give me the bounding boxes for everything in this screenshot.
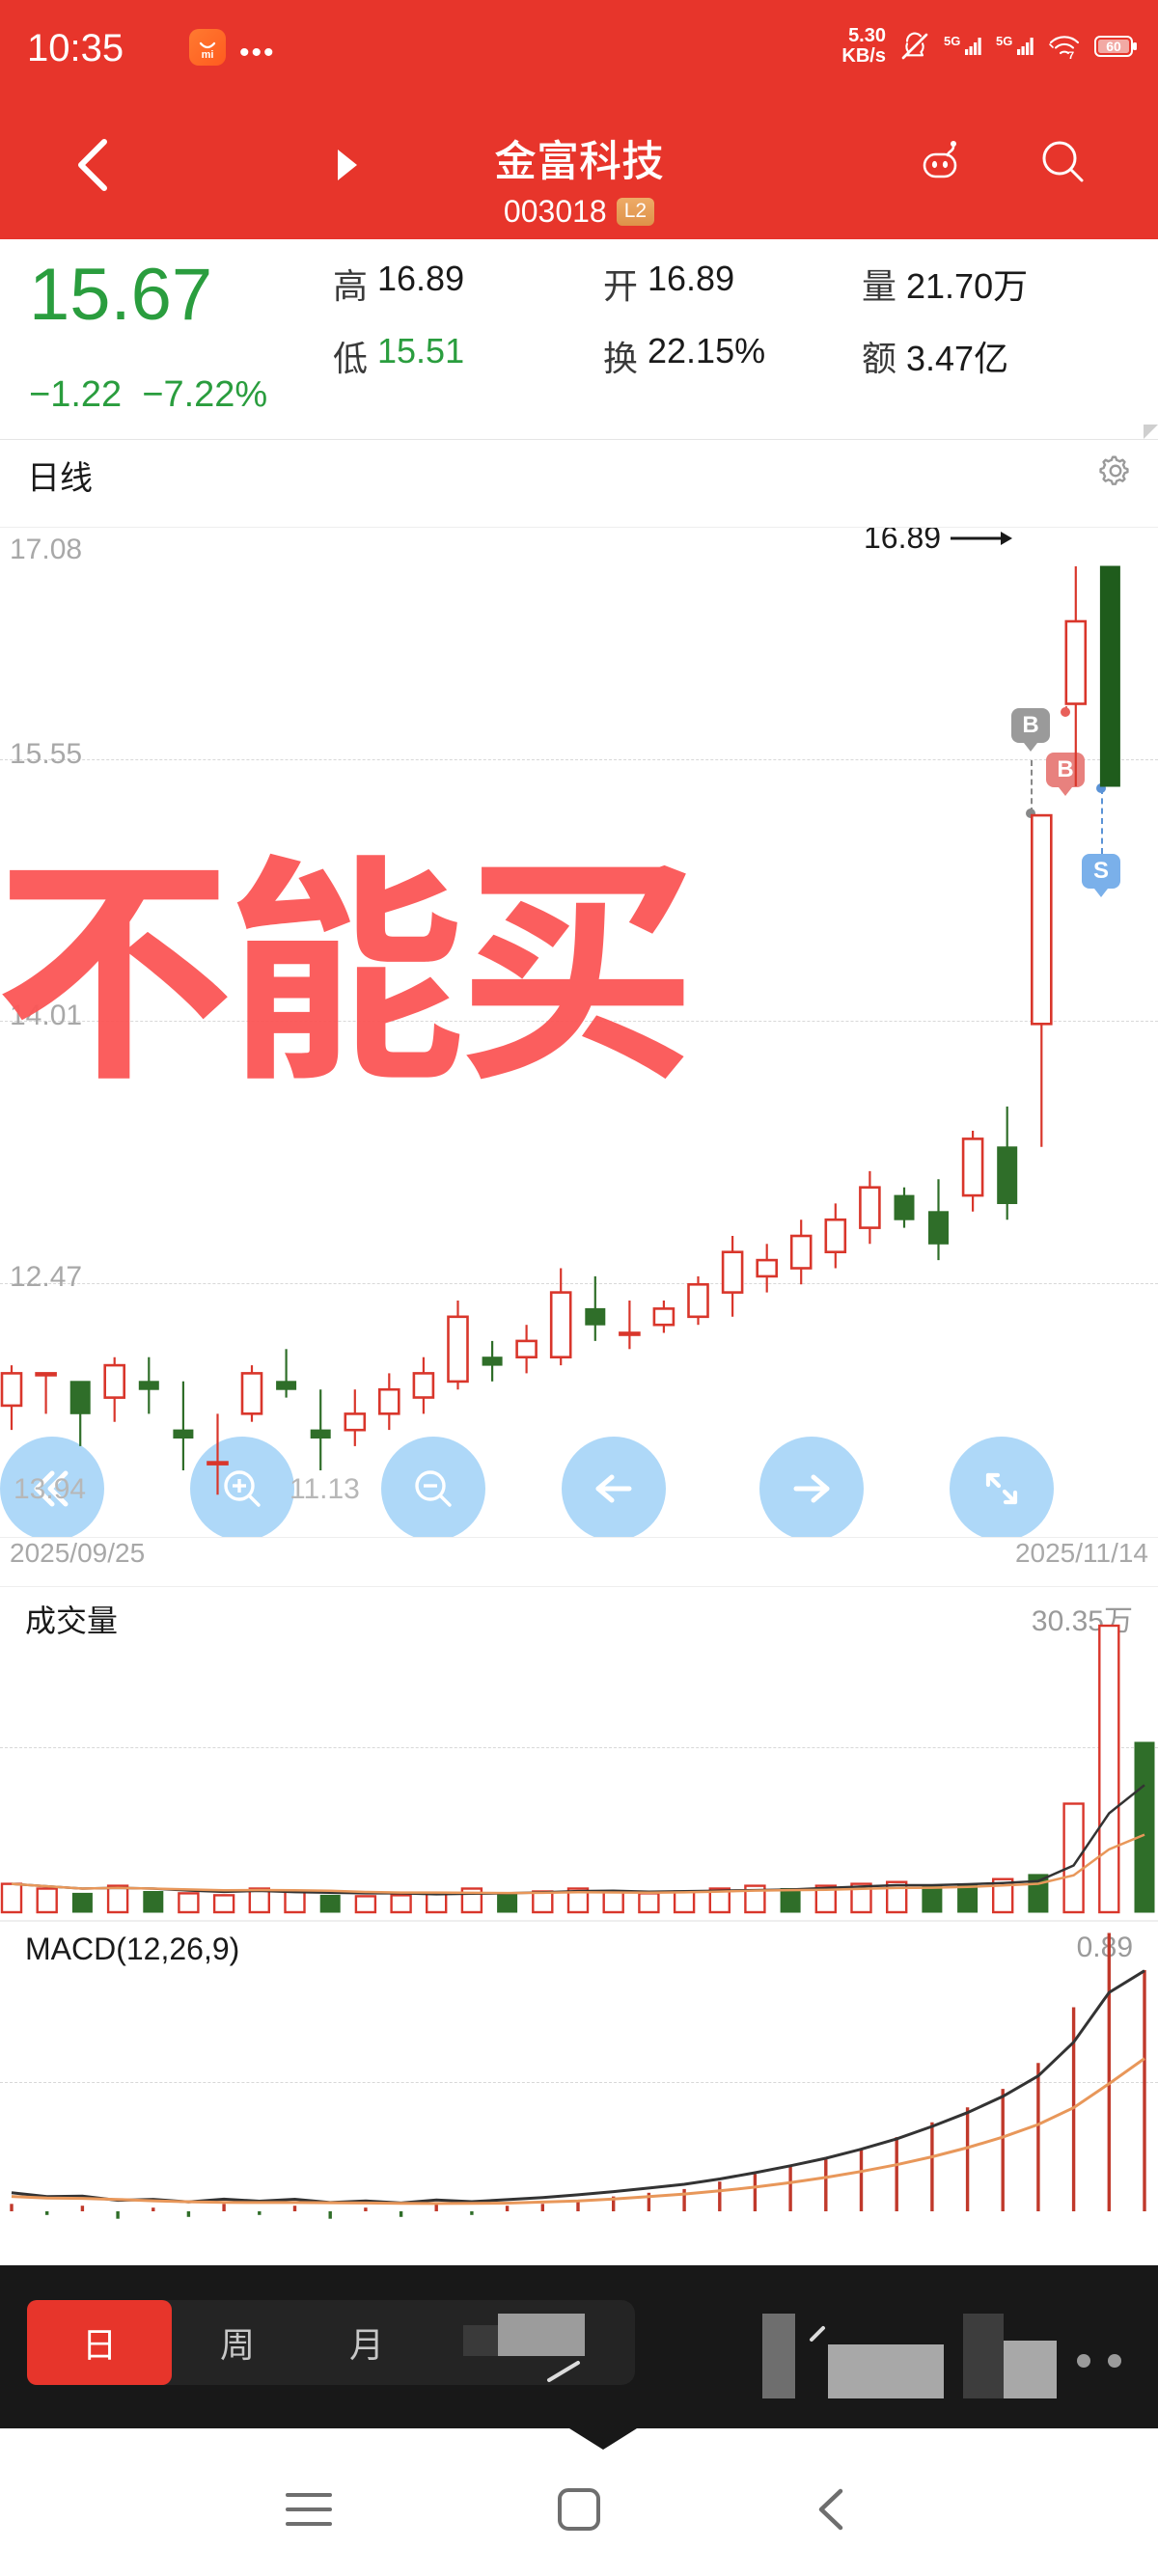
svg-text:60: 60 bbox=[1106, 39, 1121, 54]
svg-text:mi: mi bbox=[202, 49, 214, 61]
svg-text:5G: 5G bbox=[996, 34, 1012, 48]
svg-text:5G: 5G bbox=[944, 34, 960, 48]
svg-text:7: 7 bbox=[1068, 50, 1074, 60]
